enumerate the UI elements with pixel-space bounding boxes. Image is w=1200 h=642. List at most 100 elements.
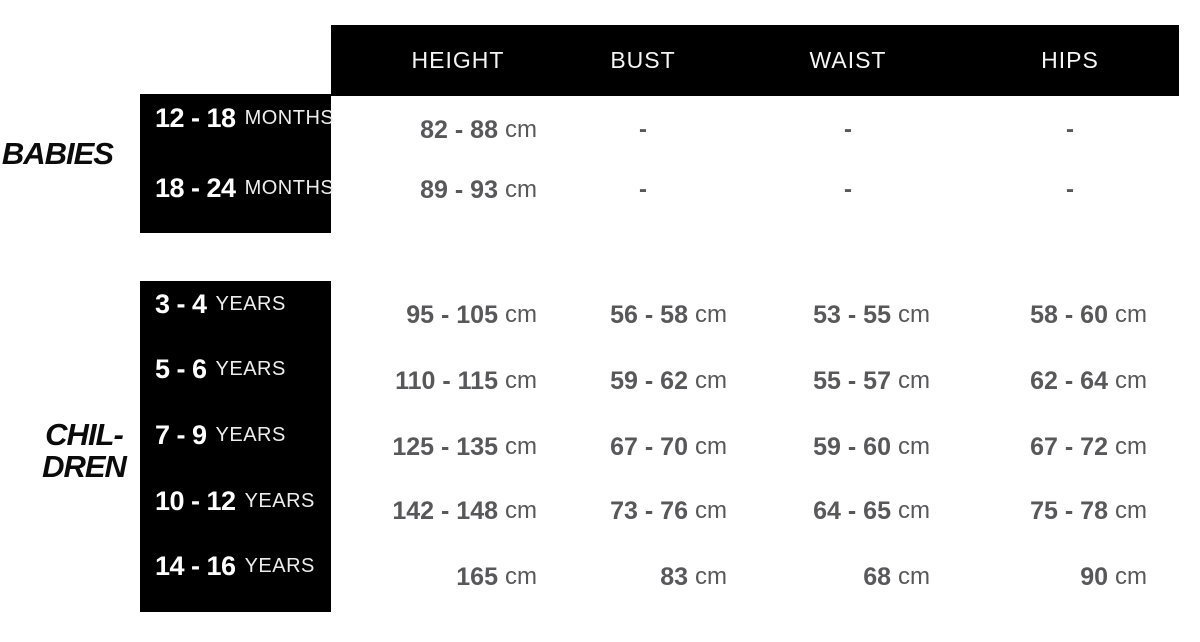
waist-cell: 64 - 65 cm	[727, 495, 930, 527]
waist-value: 53 - 55	[813, 300, 891, 329]
unit-label: cm	[695, 433, 727, 460]
column-header-bust: BUST	[610, 47, 676, 73]
height-value: 165	[456, 562, 498, 591]
waist-value: 59 - 60	[813, 432, 891, 461]
unit-label: cm	[1115, 367, 1147, 394]
waist-value: 55 - 57	[813, 366, 891, 395]
group-label-children-line1: CHIL-	[45, 417, 124, 452]
age-row-12-18-months: 12 - 18 MONTHS	[155, 102, 334, 134]
age-range: 5 - 6	[155, 353, 207, 384]
height-cell: 125 - 135 cm	[331, 431, 537, 463]
bust-cell: 59 - 62 cm	[537, 365, 727, 397]
height-cell: 89 - 93 cm	[331, 174, 537, 206]
unit-label: cm	[505, 563, 537, 590]
height-value: 110 - 115	[395, 366, 498, 395]
unit-label: cm	[898, 563, 930, 590]
height-value: 125 - 135	[392, 432, 498, 461]
hips-cell: 58 - 60 cm	[930, 299, 1147, 331]
age-row-10-12-years: 10 - 12 YEARS	[155, 485, 329, 517]
age-row-3-4-years: 3 - 4 YEARS	[155, 288, 329, 320]
measurements-row-10-12-years: 142 - 148 cm 73 - 76 cm 64 - 65 cm 75 - …	[331, 495, 1179, 527]
waist-cell: 55 - 57 cm	[727, 365, 930, 397]
hips-cell: 90 cm	[930, 561, 1147, 593]
hips-cell: 67 - 72 cm	[930, 431, 1147, 463]
height-cell: 82 - 88 cm	[331, 114, 537, 146]
hips-value: 62 - 64	[1030, 366, 1108, 395]
table-header-bar: HEIGHT BUST WAIST HIPS	[331, 25, 1179, 96]
babies-age-labels-box: 12 - 18 MONTHS 18 - 24 MONTHS	[140, 94, 334, 233]
unit-label: cm	[695, 497, 727, 524]
waist-cell: 53 - 55 cm	[727, 299, 930, 331]
hips-value: 58 - 60	[1030, 300, 1108, 329]
bust-cell: 56 - 58 cm	[537, 299, 727, 331]
unit-label: cm	[505, 176, 537, 203]
measurements-row-18-24-months: 89 - 93 cm - - -	[331, 174, 1179, 206]
bust-value: 83	[660, 562, 688, 591]
unit-label: cm	[695, 301, 727, 328]
bust-cell: -	[639, 116, 647, 143]
unit-label: cm	[505, 301, 537, 328]
unit-label: cm	[1115, 433, 1147, 460]
unit-label: cm	[898, 301, 930, 328]
group-label-children-line2: DREN	[42, 449, 127, 484]
column-header-hips: HIPS	[1041, 47, 1099, 73]
hips-cell: 75 - 78 cm	[930, 495, 1147, 527]
measurements-row-12-18-months: 82 - 88 cm - - -	[331, 114, 1179, 146]
waist-cell: 68 cm	[727, 561, 930, 593]
age-range-unit: YEARS	[244, 554, 315, 577]
waist-cell: -	[844, 116, 852, 143]
bust-cell: 67 - 70 cm	[537, 431, 727, 463]
age-range: 18 - 24	[155, 172, 236, 203]
bust-value: 59 - 62	[610, 366, 688, 395]
age-range-unit: YEARS	[244, 489, 315, 512]
age-range-unit: YEARS	[215, 357, 286, 380]
unit-label: cm	[898, 497, 930, 524]
measurements-row-5-6-years: 110 - 115 cm 59 - 62 cm 55 - 57 cm 62 - …	[331, 365, 1179, 397]
bust-cell: 83 cm	[537, 561, 727, 593]
height-cell: 110 - 115 cm	[331, 365, 537, 397]
unit-label: cm	[1115, 563, 1147, 590]
age-row-5-6-years: 5 - 6 YEARS	[155, 353, 329, 385]
age-range-unit: MONTHS	[244, 176, 335, 199]
measurements-row-3-4-years: 95 - 105 cm 56 - 58 cm 53 - 55 cm 58 - 6…	[331, 299, 1179, 331]
waist-value: 64 - 65	[813, 496, 891, 525]
height-value: 142 - 148	[392, 496, 498, 525]
height-value: 82 - 88	[420, 115, 498, 144]
age-range-unit: YEARS	[215, 423, 286, 446]
height-value: 95 - 105	[406, 300, 498, 329]
group-label-children: CHIL- DREN	[34, 419, 134, 483]
unit-label: cm	[1115, 497, 1147, 524]
unit-label: cm	[505, 433, 537, 460]
age-range-unit: YEARS	[215, 292, 286, 315]
hips-cell: -	[1066, 116, 1074, 143]
unit-label: cm	[1115, 301, 1147, 328]
hips-cell: -	[1066, 176, 1074, 203]
unit-label: cm	[898, 433, 930, 460]
age-row-14-16-years: 14 - 16 YEARS	[155, 550, 329, 582]
children-age-labels-box: 3 - 4 YEARS 5 - 6 YEARS 7 - 9 YEARS 10 -…	[140, 281, 331, 612]
unit-label: cm	[505, 116, 537, 143]
age-range: 3 - 4	[155, 288, 207, 319]
age-range: 14 - 16	[155, 550, 236, 581]
bust-value: 67 - 70	[610, 432, 688, 461]
bust-value: 56 - 58	[610, 300, 688, 329]
bust-value: 73 - 76	[610, 496, 688, 525]
waist-value: 68	[863, 562, 891, 591]
height-value: 89 - 93	[420, 175, 498, 204]
unit-label: cm	[505, 497, 537, 524]
measurements-row-7-9-years: 125 - 135 cm 67 - 70 cm 59 - 60 cm 67 - …	[331, 431, 1179, 463]
height-cell: 95 - 105 cm	[331, 299, 537, 331]
measurements-row-14-16-years: 165 cm 83 cm 68 cm 90 cm	[331, 561, 1179, 593]
unit-label: cm	[898, 367, 930, 394]
age-range: 7 - 9	[155, 419, 207, 450]
bust-cell: 73 - 76 cm	[537, 495, 727, 527]
hips-value: 75 - 78	[1030, 496, 1108, 525]
hips-value: 90	[1080, 562, 1108, 591]
unit-label: cm	[505, 367, 537, 394]
waist-cell: -	[844, 176, 852, 203]
column-header-waist: WAIST	[809, 47, 887, 73]
column-header-height: HEIGHT	[411, 47, 505, 73]
group-label-babies: BABIES	[1, 136, 114, 171]
hips-cell: 62 - 64 cm	[930, 365, 1147, 397]
